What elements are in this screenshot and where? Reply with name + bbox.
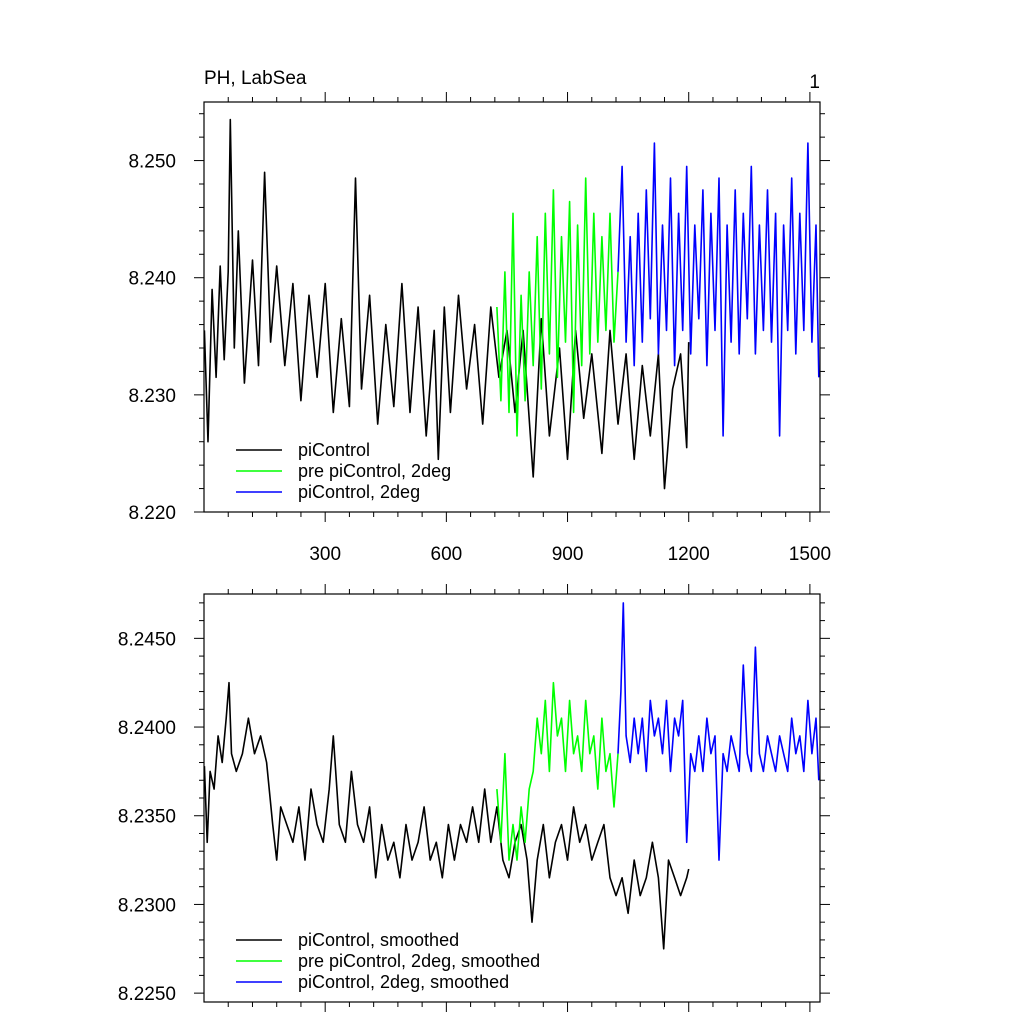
chart-title: PH, LabSea (204, 68, 307, 89)
legend-label: piControl (298, 440, 370, 460)
y-tick-label: 8.240 (128, 269, 176, 290)
series-line-2 (617, 142, 820, 437)
legend-label: piControl, smoothed (298, 930, 459, 950)
plot-frame (203, 101, 821, 513)
series-line-1 (496, 177, 619, 437)
x-tick-label: 300 (309, 544, 341, 565)
y-tick-label: 8.220 (128, 503, 176, 524)
top-panel: 300 600 900 1200 1500 8.220 8.230 8.240 8.250 piC… (128, 92, 831, 565)
series-line-2 (617, 602, 820, 861)
plot-frame (203, 593, 821, 1003)
legend-label: piControl, 2deg, smoothed (298, 972, 509, 992)
series-group (204, 118, 820, 490)
legend-label: pre piControl, 2deg (298, 461, 451, 481)
y-tick-label: 8.230 (128, 386, 176, 407)
x-tick-label: 1200 (668, 544, 710, 565)
x-tick-label: 1500 (789, 544, 831, 565)
series-line-1 (496, 681, 619, 861)
y-tick-label: 8.250 (128, 152, 176, 173)
x-tick-label: 900 (552, 544, 584, 565)
series-line-0 (204, 681, 690, 950)
series-group (204, 602, 820, 950)
y-tick-label: 8.2250 (118, 984, 176, 1005)
bottom-panel: 8.2250 8.2300 8.2350 8.2400 8.2450 piControl,… (118, 584, 830, 1012)
panel-number: 1 (809, 72, 820, 93)
y-tick-label: 8.2350 (118, 807, 176, 828)
y-tick-label: 8.2450 (118, 629, 176, 650)
legend-label: pre piControl, 2deg, smoothed (298, 951, 540, 971)
x-tick-label: 600 (431, 544, 463, 565)
series-line-0 (204, 118, 690, 490)
legend-label: piControl, 2deg (298, 482, 420, 502)
y-tick-label: 8.2300 (118, 895, 176, 916)
y-tick-label: 8.2400 (118, 718, 176, 739)
